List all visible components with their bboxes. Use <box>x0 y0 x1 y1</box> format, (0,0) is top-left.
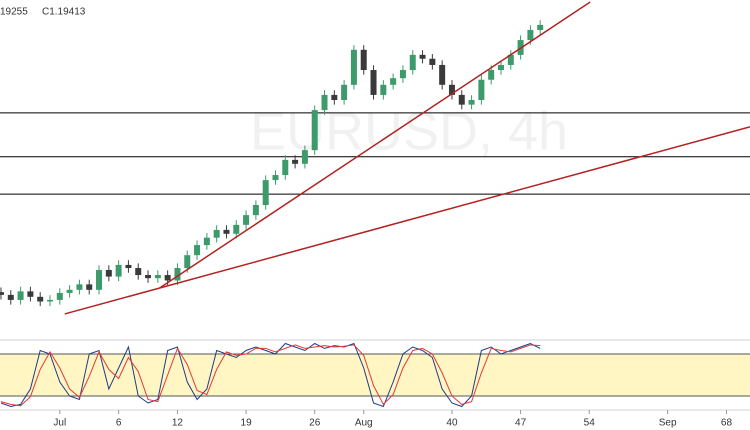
candle-body <box>399 70 406 79</box>
candle-body <box>458 94 465 105</box>
candle-body <box>429 58 436 65</box>
candle-body <box>350 49 357 85</box>
candle-body <box>56 292 63 300</box>
candle-body <box>0 292 4 295</box>
candle-body <box>331 94 338 100</box>
x-tick-label: 54 <box>584 418 596 429</box>
candle-body <box>115 264 122 277</box>
candle-body <box>194 245 201 256</box>
stoch-line <box>0 342 541 408</box>
x-tick-label: Jul <box>53 418 66 429</box>
candle-body <box>360 49 367 71</box>
candle-body <box>233 224 240 234</box>
candle-body <box>7 294 14 300</box>
candle-body <box>448 84 455 95</box>
trendline <box>159 1 591 289</box>
candle-body <box>311 110 318 151</box>
candle-body <box>390 78 397 85</box>
candle-body <box>478 79 485 100</box>
candle-body <box>301 150 308 164</box>
candle-body <box>174 268 181 281</box>
candle-body <box>154 275 161 279</box>
candle-body <box>27 291 34 297</box>
candle-body <box>488 70 495 80</box>
candle-body <box>252 205 259 216</box>
candle-body <box>17 291 24 300</box>
candle-body <box>203 237 210 246</box>
candle-body <box>292 159 299 164</box>
candle-body <box>341 84 348 100</box>
candle-body <box>507 54 514 65</box>
candle-body <box>439 64 446 85</box>
candle-body <box>105 269 112 277</box>
candle-body <box>537 24 544 30</box>
candle-body <box>321 94 328 111</box>
candle-body <box>184 255 191 269</box>
x-tick-label: 26 <box>309 418 321 429</box>
candle-body <box>497 64 504 71</box>
x-tick-label: 68 <box>721 418 733 429</box>
candle-body <box>272 175 279 181</box>
candle-body <box>96 269 103 290</box>
candle-body <box>409 54 416 71</box>
candle-body <box>164 275 171 281</box>
watermark: EURUSD, 4h <box>250 101 568 161</box>
candle-body <box>243 215 250 225</box>
candle-body <box>125 264 132 269</box>
candle-body <box>419 54 426 59</box>
x-tick-label: Sep <box>659 418 677 429</box>
candle-body <box>223 229 230 234</box>
candle-body <box>76 284 83 290</box>
candle-body <box>213 229 220 238</box>
trendline <box>64 126 750 315</box>
candle-body <box>37 296 44 302</box>
stoch-line <box>0 344 541 407</box>
x-tick-label: 12 <box>172 418 184 429</box>
candle-body <box>86 284 93 290</box>
x-tick-label: 19 <box>241 418 253 429</box>
band <box>0 354 750 396</box>
candle-body <box>66 289 73 293</box>
x-tick-label: 47 <box>515 418 527 429</box>
candle-body <box>145 275 152 279</box>
candle-body <box>468 99 475 105</box>
x-tick-label: 6 <box>116 418 122 429</box>
candle-body <box>380 84 387 95</box>
candle-body <box>527 29 534 41</box>
candle-body <box>262 180 269 206</box>
ohlc-label: C1.19413 <box>42 7 86 18</box>
candle-body <box>370 70 377 95</box>
x-tick-label: Aug <box>355 418 373 429</box>
x-tick-label: 40 <box>446 418 458 429</box>
candle-body <box>135 268 142 276</box>
ohlc-label: 19255 <box>0 7 28 18</box>
candle-body <box>47 299 53 302</box>
candle-body <box>282 159 289 176</box>
